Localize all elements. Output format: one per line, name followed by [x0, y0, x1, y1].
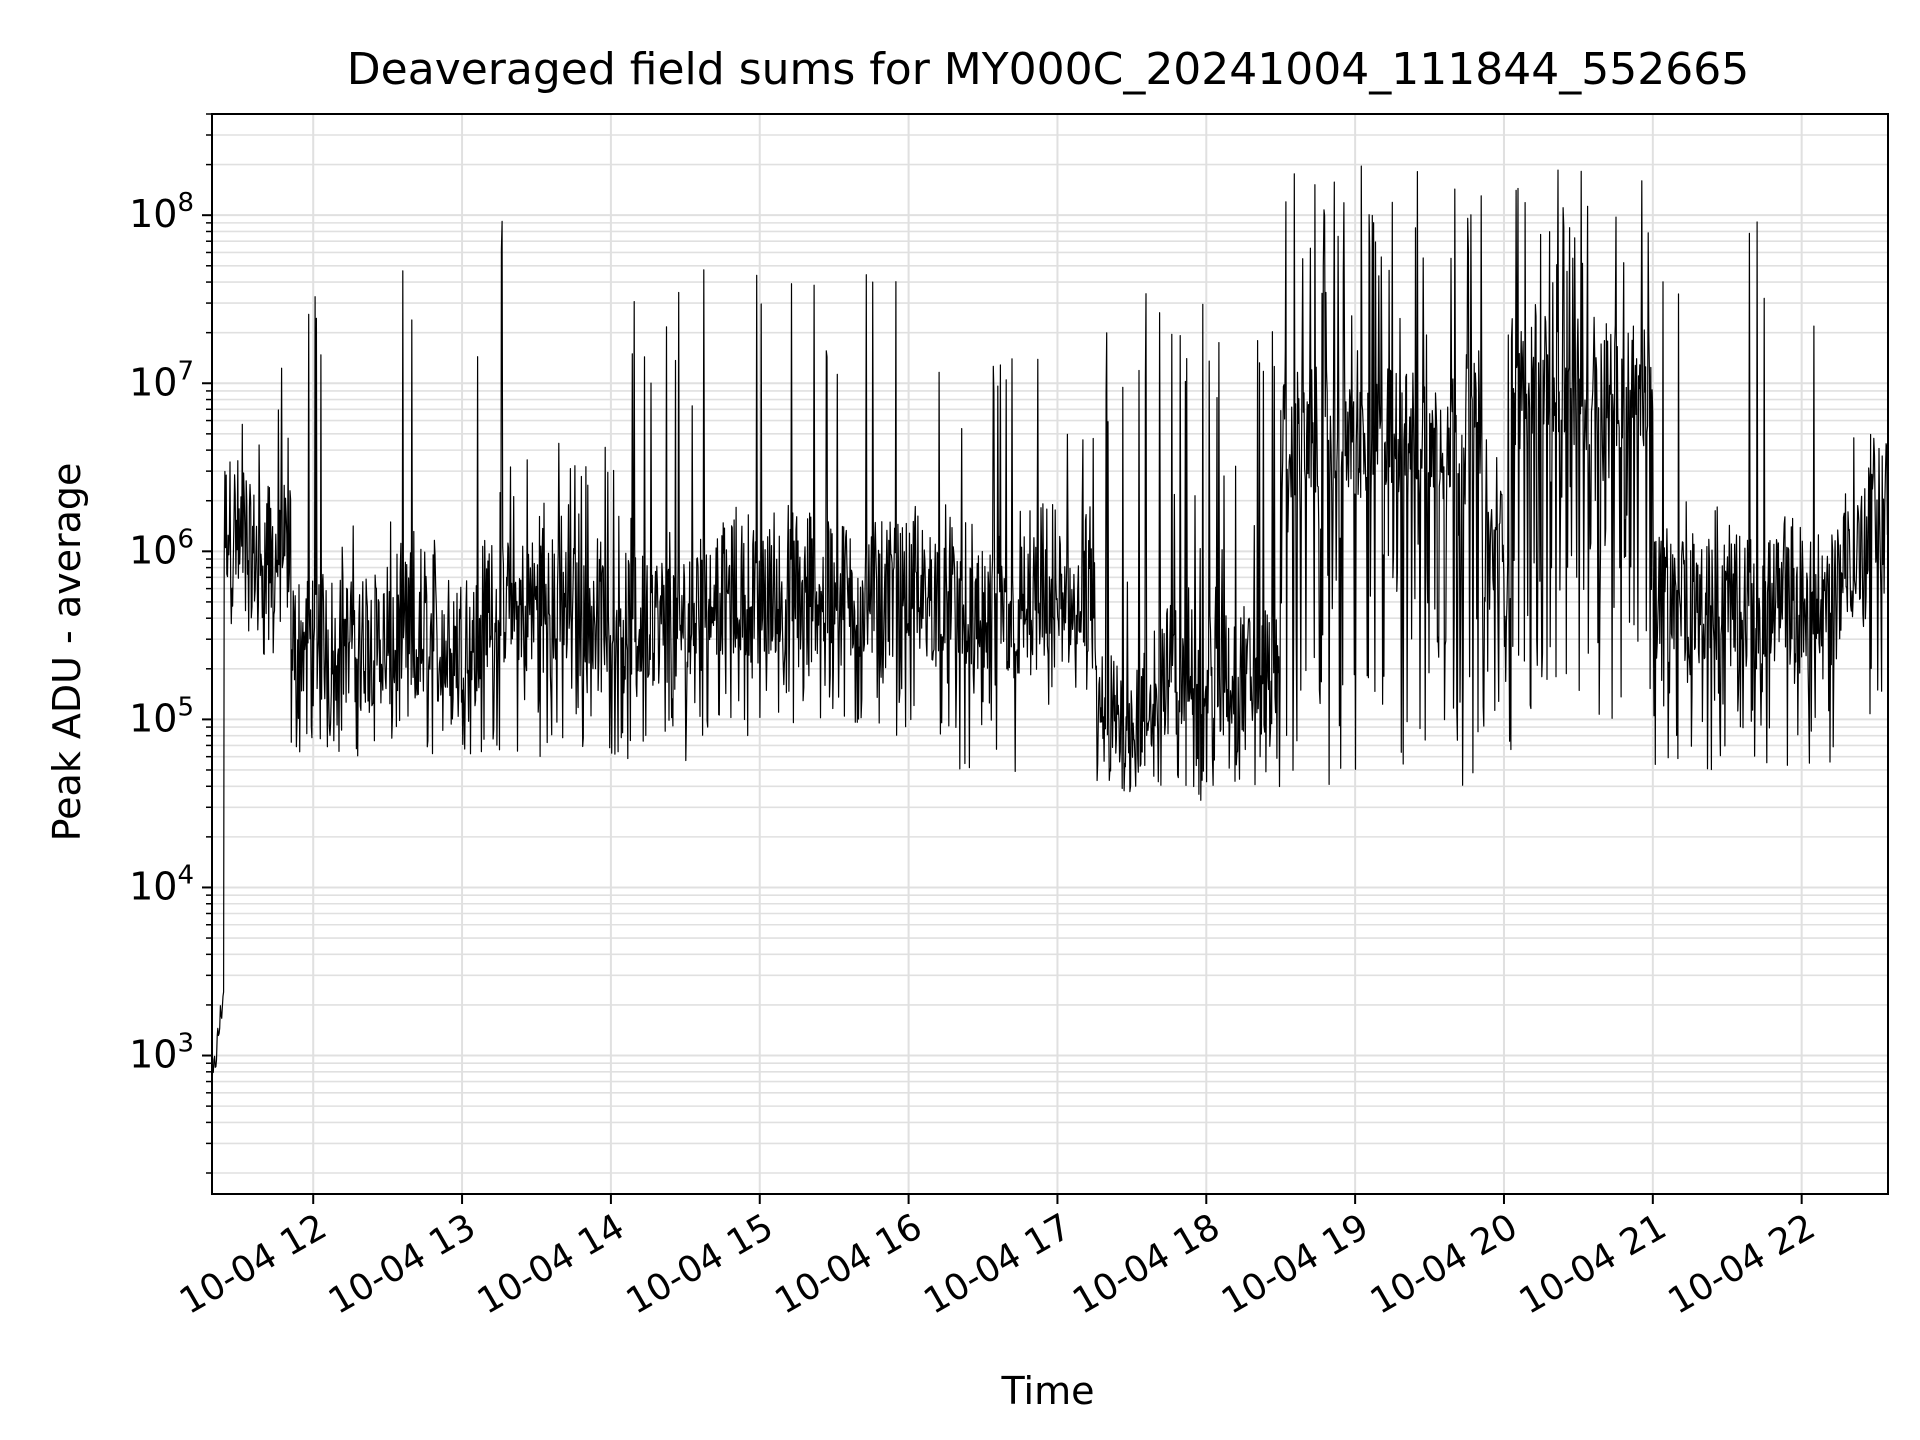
y-tick-label-exponent: 8	[177, 188, 194, 218]
y-tick-label-base: 10	[129, 1033, 177, 1077]
y-tick-label-exponent: 5	[177, 692, 194, 722]
y-axis-label: Peak ADU - average	[45, 463, 89, 842]
plot-frame	[211, 113, 1889, 1195]
series-path	[211, 165, 1889, 1096]
y-tick-label: 103	[129, 1029, 194, 1077]
y-tick-label-exponent: 7	[177, 356, 194, 386]
y-tick-label-exponent: 3	[177, 1029, 194, 1059]
y-tick-label-base: 10	[129, 528, 177, 572]
y-tick-label-base: 10	[129, 360, 177, 404]
y-tick-label-base: 10	[129, 192, 177, 236]
y-tick-label-base: 10	[129, 864, 177, 908]
y-tick-label: 105	[129, 692, 194, 740]
y-tick-label-exponent: 4	[177, 860, 194, 890]
y-tick-label: 107	[129, 356, 194, 404]
y-tick-label: 104	[129, 860, 194, 908]
y-tick-label-base: 10	[129, 696, 177, 740]
chart-title: Deaveraged field sums for MY000C_2024100…	[347, 44, 1749, 95]
y-tick-label: 106	[129, 524, 194, 572]
x-axis-label: Time	[1001, 1369, 1095, 1413]
y-tick-label: 108	[129, 188, 194, 236]
y-tick-label-exponent: 6	[177, 524, 194, 554]
grid	[212, 113, 1888, 1194]
series-line	[211, 165, 1889, 1096]
